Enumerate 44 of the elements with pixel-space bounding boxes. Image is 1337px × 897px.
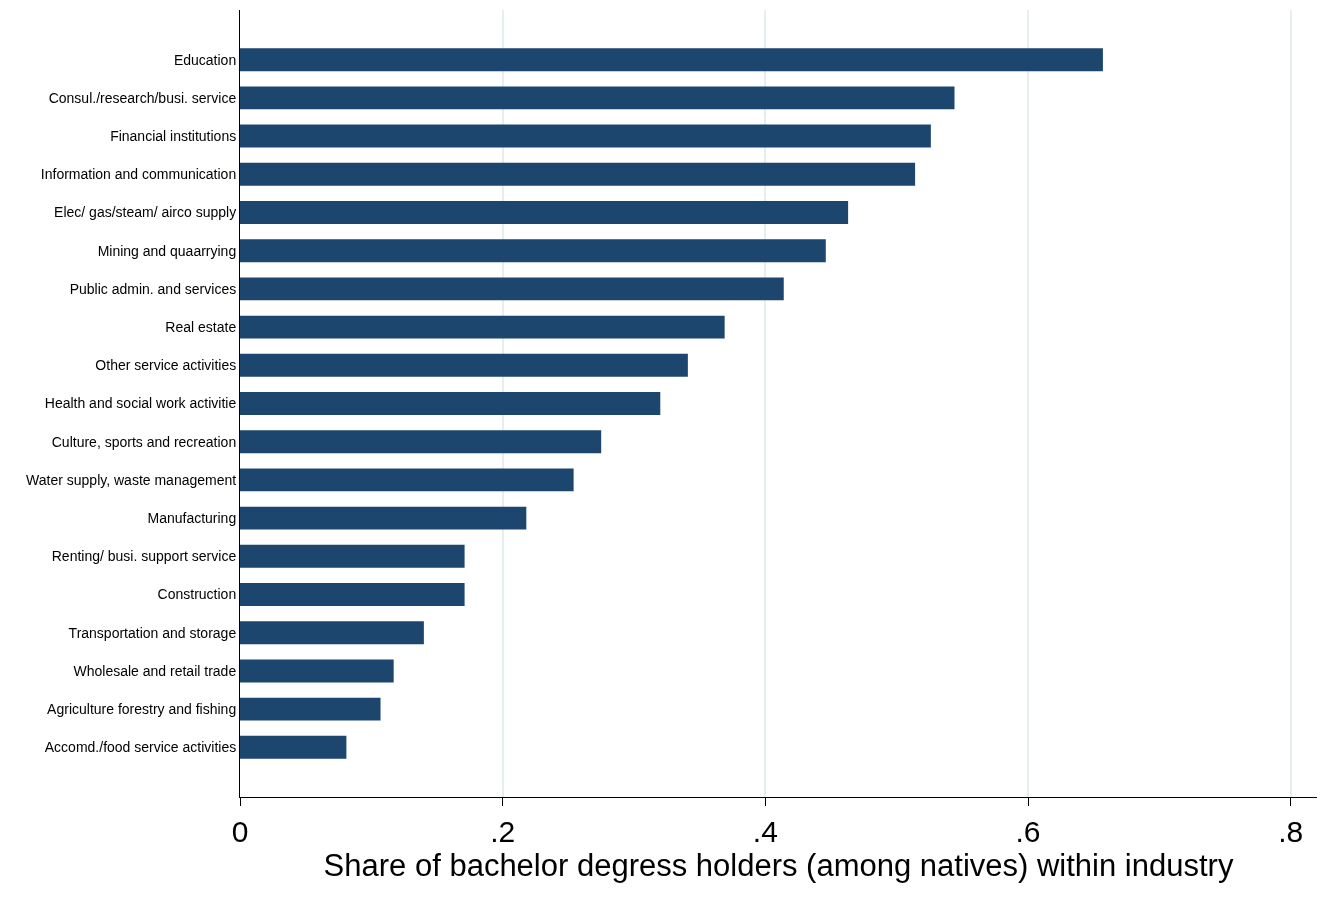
y-tick-label: Renting/ busi. support service	[51, 548, 237, 565]
y-tick-label: Elec/ gas/steam/ airco supply	[54, 204, 237, 221]
y-tick-label: Water supply, waste management	[26, 471, 237, 488]
y-tick-label: Financial institutions	[110, 127, 237, 144]
bar	[240, 583, 465, 606]
y-tick-label: Construction	[157, 586, 237, 603]
y-tick-label: Transportation and storage	[68, 624, 237, 641]
y-tick-label: Health and social work activitie	[44, 395, 237, 412]
bar	[240, 86, 955, 110]
bar	[240, 659, 394, 683]
y-tick-label: Accomd./food service activities	[44, 739, 237, 756]
x-tick-label: .4	[752, 815, 778, 848]
y-tick-label: Public admin. and services	[69, 280, 237, 297]
y-tick-label: Real estate	[165, 318, 237, 335]
bar	[240, 48, 1103, 72]
bar	[240, 621, 424, 645]
y-tick-label: Information and communication	[40, 166, 237, 183]
bar	[240, 201, 849, 224]
bar	[240, 315, 725, 339]
y-tick-label: Mining and quaarrying	[97, 242, 237, 259]
bar	[240, 353, 688, 377]
bar	[240, 506, 527, 530]
bar	[240, 124, 931, 148]
bar	[240, 468, 574, 492]
x-tick-label: .6	[1015, 815, 1041, 848]
x-tick-label: 0	[231, 815, 249, 848]
bar	[240, 162, 916, 186]
x-tick-label: .2	[490, 815, 516, 848]
bar	[240, 697, 381, 721]
y-tick-label: Other service activities	[95, 357, 237, 374]
x-tick-label: .8	[1278, 815, 1304, 848]
bar	[240, 544, 465, 568]
bar	[240, 392, 661, 415]
bar	[240, 735, 347, 759]
bar	[240, 239, 826, 263]
bar	[240, 277, 784, 301]
bar	[240, 430, 602, 454]
x-axis-title: Share of bachelor degress holders (among natives) within industry	[323, 848, 1234, 883]
y-tick-label: Consul./research/busi. service	[48, 89, 237, 106]
y-tick-label: Agriculture forestry and fishing	[47, 701, 237, 718]
y-tick-label: Wholesale and retail trade	[73, 662, 237, 679]
y-tick-label: Culture, sports and recreation	[51, 433, 237, 450]
y-tick-label: Education	[173, 51, 237, 68]
y-tick-label: Manufacturing	[147, 510, 237, 527]
